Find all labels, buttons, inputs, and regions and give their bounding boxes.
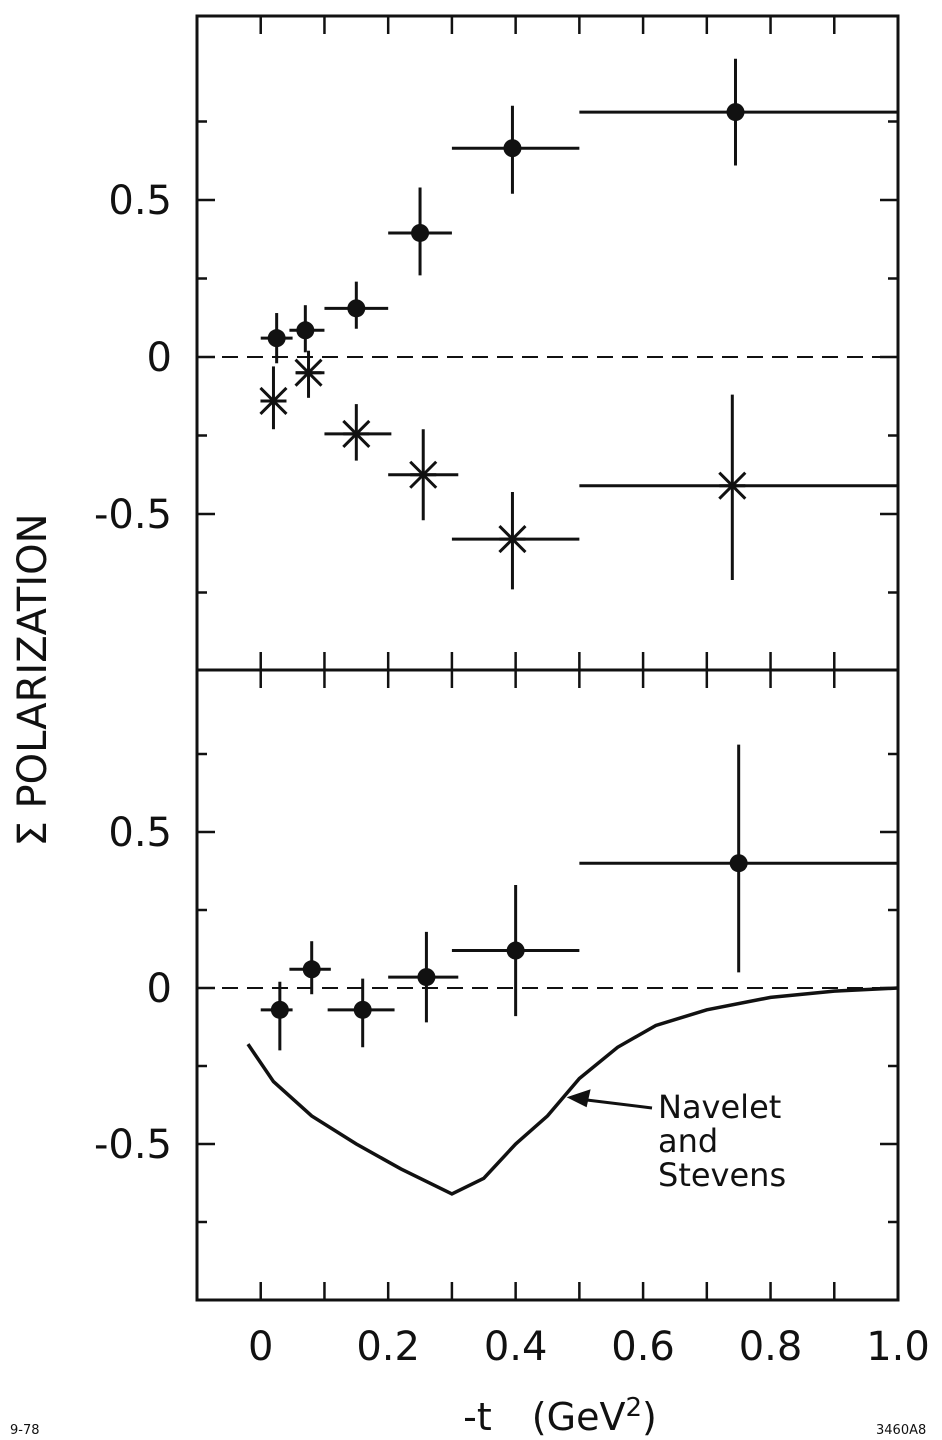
y-axis-label: Σ POLARIZATION [10, 513, 56, 846]
data-point-circle [726, 103, 745, 122]
x-tick-label: 0.2 [356, 1324, 420, 1370]
data-point-circle [411, 223, 430, 242]
data-point-circle [347, 299, 366, 318]
x-tick-label: 0.8 [739, 1324, 803, 1370]
top-panel: 0.5 0 -0.5 [94, 14, 900, 672]
y-tick-label: -0.5 [94, 492, 172, 538]
plot-frame [195, 668, 900, 1302]
data-point-star [498, 525, 527, 554]
theory-curve [246, 986, 899, 1196]
data-point-circle [296, 321, 315, 340]
data-point-star [409, 460, 438, 489]
annotation-arrow-line [580, 1097, 653, 1110]
annotation-text-line: Navelet [658, 1088, 781, 1126]
x-axis-label-sup: 2 [625, 1393, 642, 1423]
data-point-circle [503, 139, 522, 158]
data-point-star [294, 358, 323, 387]
data-point-circle [267, 329, 286, 348]
data-point-star [259, 386, 288, 416]
x-tick-label: 0.6 [611, 1324, 675, 1370]
data-point-circle [302, 960, 321, 979]
footer-left-code: 9-78 [10, 1423, 40, 1438]
data-point-circle [417, 968, 436, 987]
x-tick-label: 0 [248, 1324, 273, 1370]
data-point-circle [729, 854, 748, 873]
y-tick-label: -0.5 [94, 1122, 172, 1168]
data-point-circle [506, 941, 525, 960]
x-axis-label-unit: (GeV [532, 1395, 626, 1439]
y-tick-label: 0.5 [108, 810, 172, 856]
x-axis-label-close: ) [642, 1395, 657, 1439]
data-point-star [718, 471, 747, 500]
plot-frame [195, 14, 900, 672]
x-axis-label: -t (GeV2) [463, 1393, 657, 1439]
y-tick-label: 0 [147, 966, 172, 1012]
footer-right-code: 3460A8 [876, 1423, 926, 1438]
x-axis-label-var: -t [463, 1395, 492, 1439]
y-tick-label: 0 [147, 335, 172, 381]
data-point-circle [270, 1000, 289, 1019]
annotation-text-line: and [658, 1122, 718, 1160]
bottom-panel: 0.5 0 -0.5 0 0.2 0.4 0.6 0.8 1.0 NaveletandSteven… [94, 668, 930, 1370]
annotation-arrow-head [566, 1089, 591, 1108]
y-tick-label: 0.5 [108, 178, 172, 224]
data-point-star [342, 419, 371, 448]
x-tick-label: 0.4 [484, 1324, 548, 1370]
annotation-text-line: Stevens [658, 1156, 786, 1194]
x-tick-label: 1.0 [866, 1324, 930, 1370]
data-point-circle [353, 1000, 372, 1019]
